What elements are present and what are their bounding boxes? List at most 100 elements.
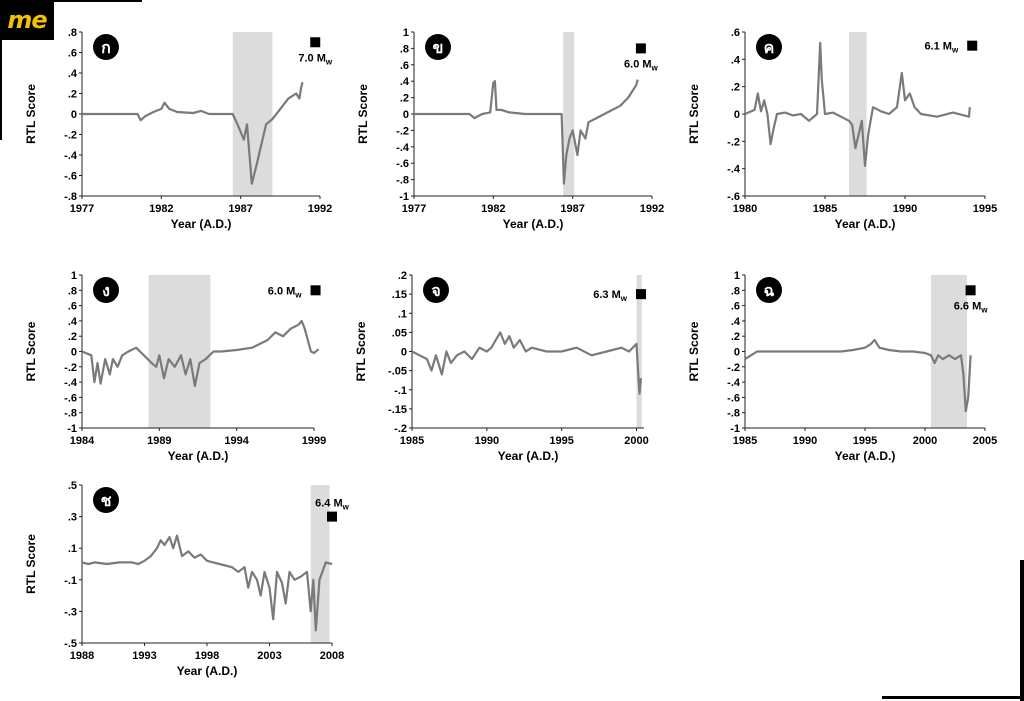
shaded-interval <box>931 275 967 428</box>
corner-rule-horizontal <box>882 696 1024 699</box>
y-tick-label: .4 <box>68 68 78 80</box>
event-magnitude-value: 6.3 M <box>593 289 621 301</box>
shaded-interval <box>148 275 211 428</box>
y-tick-label: -.8 <box>64 191 77 203</box>
event-marker <box>327 511 337 522</box>
y-tick-label: -.8 <box>64 408 77 420</box>
x-tick-label: 1989 <box>147 435 171 447</box>
x-tick-label: 1992 <box>640 203 664 215</box>
y-tick-label: 0 <box>734 109 740 121</box>
event-magnitude-value: 6.6 M <box>954 300 982 312</box>
y-tick-label: -.8 <box>396 175 409 187</box>
x-axis-label: Year (A.D.) <box>498 449 559 463</box>
event-marker <box>965 285 976 296</box>
panel-badge <box>756 277 782 303</box>
y-tick-label: 0 <box>403 109 409 121</box>
y-tick-label: .2 <box>68 331 77 343</box>
x-axis-label: Year (A.D.) <box>177 664 238 678</box>
x-tick-label: 2008 <box>320 650 344 662</box>
panel-badge-label: ก <box>101 40 111 57</box>
y-tick-label: .8 <box>731 285 740 297</box>
x-tick-label: 1999 <box>302 435 326 447</box>
y-tick-label: .6 <box>400 60 409 72</box>
event-magnitude-subscript: w <box>325 57 333 66</box>
y-tick-label: -1 <box>67 423 77 435</box>
y-tick-label: .4 <box>400 76 410 88</box>
x-tick-label: 2000 <box>913 435 937 447</box>
y-tick-label: -.6 <box>64 392 77 404</box>
event-magnitude-subscript: w <box>651 63 659 72</box>
series-line <box>411 331 643 395</box>
x-tick-label: 1994 <box>224 435 249 447</box>
x-tick-label: 2005 <box>973 435 997 447</box>
shaded-interval <box>636 275 642 428</box>
y-tick-label: .15 <box>392 289 407 301</box>
y-tick-label: -.4 <box>64 150 78 162</box>
y-tick-label: .3 <box>68 512 77 524</box>
y-tick-label: .4 <box>731 54 741 66</box>
event-marker <box>310 37 321 48</box>
watermark-rule-left <box>0 40 2 140</box>
y-tick-label: .05 <box>392 327 407 339</box>
corner-rule-vertical <box>1020 560 1024 701</box>
y-tick-label: -.8 <box>727 408 740 420</box>
x-tick-label: 1977 <box>70 203 94 215</box>
x-tick-label: 2000 <box>624 435 648 447</box>
y-tick-label: 0 <box>734 347 740 359</box>
panel-badge <box>93 277 119 303</box>
event-marker <box>967 40 978 51</box>
y-tick-label: -.4 <box>396 142 410 154</box>
event-magnitude-label: 6.0 Mw <box>624 58 659 72</box>
y-tick-label: -.4 <box>727 377 741 389</box>
y-tick-label: .4 <box>731 316 741 328</box>
y-tick-label: .1 <box>398 308 407 320</box>
event-magnitude-subscript: w <box>620 294 628 303</box>
event-magnitude-value: 6.4 M <box>315 498 343 510</box>
x-tick-label: 1993 <box>132 650 156 662</box>
event-magnitude-label: 6.6 Mw <box>954 300 989 314</box>
x-tick-label: 1995 <box>853 435 877 447</box>
series-line <box>82 81 304 185</box>
y-tick-label: -1 <box>399 191 409 203</box>
x-tick-label: 1987 <box>560 203 584 215</box>
shaded-interval <box>232 32 273 196</box>
event-magnitude-subscript: w <box>980 305 988 314</box>
y-tick-label: -.2 <box>64 362 77 374</box>
y-tick-label: -.2 <box>727 362 740 374</box>
x-tick-label: 1990 <box>893 203 917 215</box>
x-tick-label: 1992 <box>308 203 332 215</box>
y-tick-label: -.2 <box>396 125 409 137</box>
event-magnitude-value: 6.1 M <box>924 41 952 53</box>
x-axis-label: Year (A.D.) <box>503 217 564 231</box>
x-tick-label: 1987 <box>228 203 252 215</box>
y-tick-label: .6 <box>731 301 740 313</box>
panel-badge <box>93 34 119 60</box>
x-tick-label: 1998 <box>195 650 219 662</box>
y-tick-label: .2 <box>731 82 740 94</box>
event-magnitude-subscript: w <box>342 503 350 512</box>
chart-panel-2: -1 -.8 -.6 -.4 -.2 0 .2 .4 .6 .8 1 1977 1982 1987 1992… <box>356 27 664 231</box>
y-tick-label: .6 <box>68 301 77 313</box>
event-magnitude-value: 6.0 M <box>268 285 296 297</box>
y-tick-label: -.5 <box>64 638 77 650</box>
x-tick-label: 1990 <box>475 435 499 447</box>
chart-panel-3: -.6 -.4 -.2 0 .2 .4 .6 1980 1985 1990 1995 Year (A.… <box>687 27 997 231</box>
panel-badge <box>93 487 119 513</box>
panel-badge <box>425 34 451 60</box>
y-tick-label: .1 <box>68 543 77 555</box>
y-tick-label: .8 <box>68 285 77 297</box>
x-axis-label: Year (A.D.) <box>171 217 232 231</box>
y-axis-label: RTL Score <box>687 84 701 144</box>
panel-badge <box>423 277 449 303</box>
y-tick-label: -.2 <box>727 136 740 148</box>
x-axis-label: Year (A.D.) <box>835 217 896 231</box>
y-tick-label: -.2 <box>394 423 407 435</box>
watermark-logo: me <box>0 0 54 40</box>
x-tick-label: 1985 <box>813 203 837 215</box>
event-marker <box>636 289 647 300</box>
watermark-rule-top <box>54 0 142 2</box>
y-tick-label: 0 <box>71 347 77 359</box>
chart-panel-4: -1 -.8 -.6 -.4 -.2 0 .2 .4 .6 .8 1 1984 1989 1994 1999… <box>24 270 326 463</box>
y-axis-label: RTL Score <box>356 84 370 144</box>
